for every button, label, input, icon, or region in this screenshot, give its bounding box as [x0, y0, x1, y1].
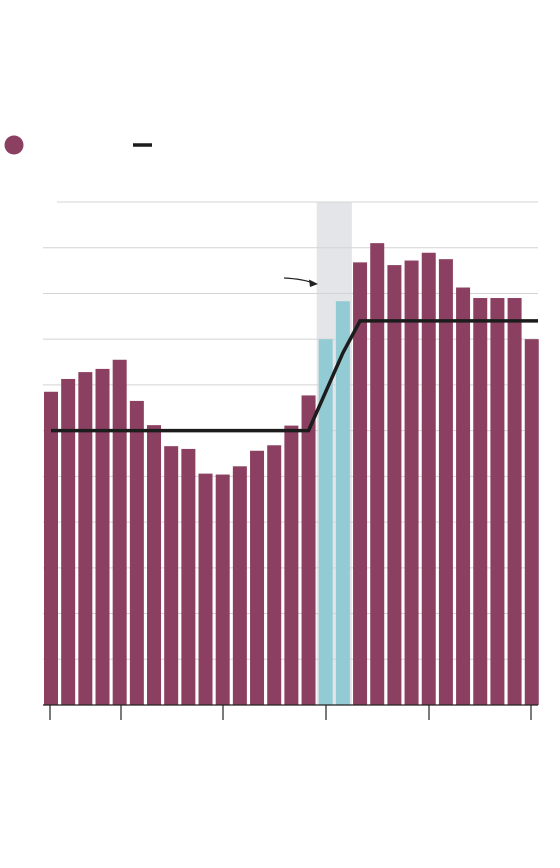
bar	[232, 466, 247, 705]
bar	[473, 298, 488, 705]
bar	[370, 243, 385, 705]
bar	[387, 265, 402, 705]
bar	[438, 259, 453, 705]
bar-highlighted	[335, 301, 350, 705]
bar	[421, 252, 436, 706]
bar-highlighted	[318, 339, 333, 705]
trend-line	[51, 319, 538, 433]
bar	[507, 298, 522, 705]
annotation-arrowhead	[309, 279, 318, 287]
bar	[353, 262, 368, 705]
bar	[181, 448, 196, 705]
bar	[284, 425, 299, 705]
legend	[4, 135, 152, 155]
bar	[490, 298, 505, 705]
bar	[164, 446, 179, 705]
bar	[267, 445, 282, 705]
bar	[44, 391, 58, 705]
bar	[456, 287, 471, 705]
trend-line-path	[51, 319, 538, 433]
bar	[215, 474, 230, 705]
bar	[112, 359, 127, 705]
bar	[524, 339, 539, 705]
bar	[250, 450, 265, 705]
bar	[301, 395, 316, 705]
bar	[404, 260, 419, 705]
x-axis	[43, 704, 538, 720]
bar	[78, 372, 93, 705]
bar	[198, 473, 213, 705]
annotation	[283, 277, 318, 287]
annotation-arrow	[283, 277, 314, 284]
bar	[147, 425, 162, 705]
bar	[61, 378, 76, 705]
bars	[44, 243, 539, 706]
legend-marker-bars	[4, 135, 24, 155]
bar	[95, 368, 110, 705]
bar	[129, 400, 144, 705]
